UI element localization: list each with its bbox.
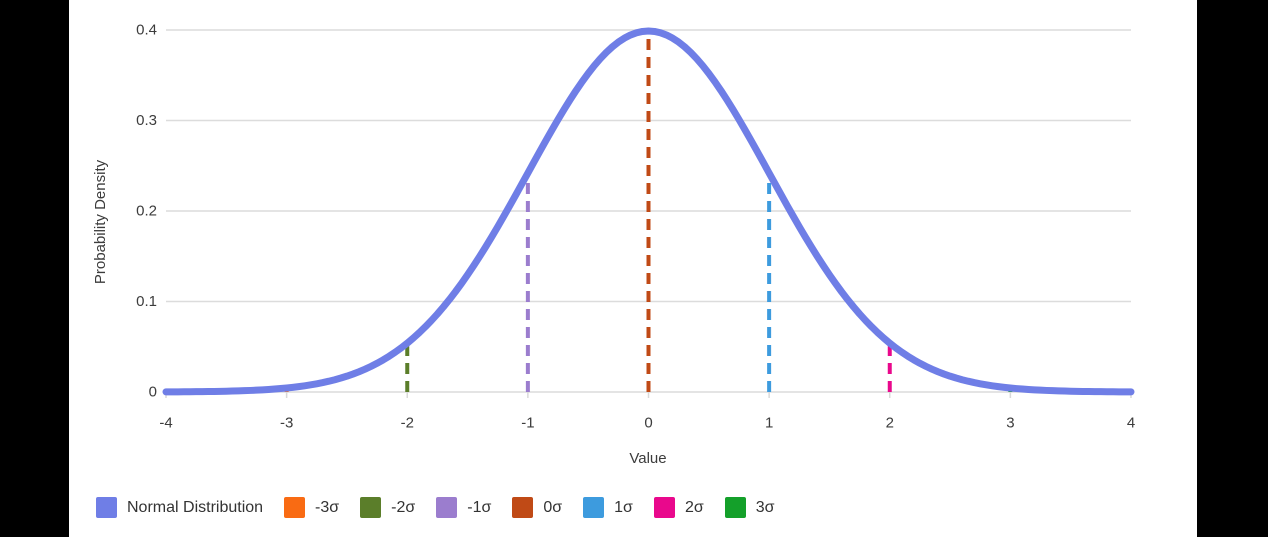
y-axis-title: Probability Density: [92, 159, 109, 284]
y-tick-label: 0.4: [136, 22, 157, 39]
x-tick-label: -2: [401, 415, 414, 432]
legend-item-3σ: 3σ: [724, 496, 775, 518]
y-tick-label: 0.2: [136, 203, 157, 220]
legend-swatch: [436, 496, 458, 518]
legend-label: 1σ: [614, 498, 633, 516]
legend-item-0σ: 0σ: [512, 496, 563, 518]
legend-item-2σ: 2σ: [653, 496, 704, 518]
x-tick-label: -3: [280, 415, 293, 432]
y-tick-label: 0.1: [136, 293, 157, 310]
chart-canvas: 0 0.1 0.2 0.3 0.4 -4 -3 -2 -1 0 1 2 3 4 Value Probab…: [69, 0, 1197, 537]
x-axis-title: Value: [629, 450, 666, 467]
legend-item-1σ: 1σ: [583, 496, 633, 518]
x-tick-label: 2: [886, 415, 894, 432]
legend-swatch: [724, 496, 746, 518]
legend-swatch: [360, 496, 382, 518]
legend-item--2σ: -2σ: [360, 496, 416, 518]
legend-swatch: [96, 496, 117, 518]
legend-swatch: [284, 496, 306, 518]
y-tick-label: 0.3: [136, 112, 157, 129]
legend-swatch: [512, 496, 534, 518]
legend-label: 2σ: [684, 498, 704, 516]
chart-legend: Normal Distribution -3σ -2σ -1σ 0σ 1σ 2σ 3σ: [96, 495, 775, 519]
x-tick-label: 4: [1127, 415, 1135, 432]
x-tick-label: 0: [644, 415, 652, 432]
legend-label: -1σ: [467, 498, 492, 516]
normal-distribution-curve: [162, 27, 1135, 396]
x-tick-marks-layer: [165, 392, 1132, 398]
x-tick-labels-layer: -4 -3 -2 -1 0 1 2 3 4: [159, 415, 1135, 432]
legend-item--3σ: -3σ: [284, 496, 340, 518]
x-tick-label: 3: [1006, 415, 1014, 432]
x-tick-label: 1: [765, 415, 773, 432]
y-tick-label: 0: [149, 384, 157, 401]
legend-item-Normal Distribution: Normal Distribution: [96, 496, 264, 518]
x-tick-label: -4: [159, 415, 172, 432]
legend-swatch: [583, 496, 605, 518]
legend-label: 3σ: [755, 498, 775, 516]
sigma-lines-layer: [284, 33, 1013, 392]
bell-curve-layer: [162, 27, 1135, 396]
legend-label: -2σ: [391, 498, 416, 516]
x-tick-label: -1: [521, 415, 534, 432]
legend-label: -3σ: [315, 498, 340, 516]
legend-swatch: [653, 496, 675, 518]
legend-item--1σ: -1σ: [436, 496, 492, 518]
y-tick-labels-layer: 0 0.1 0.2 0.3 0.4: [136, 22, 157, 401]
legend-label: 0σ: [543, 498, 563, 516]
normal-distribution-chart: 0 0.1 0.2 0.3 0.4 -4 -3 -2 -1 0 1 2 3 4 Value Probab…: [92, 22, 1135, 468]
legend-label: Normal Distribution: [127, 498, 264, 516]
